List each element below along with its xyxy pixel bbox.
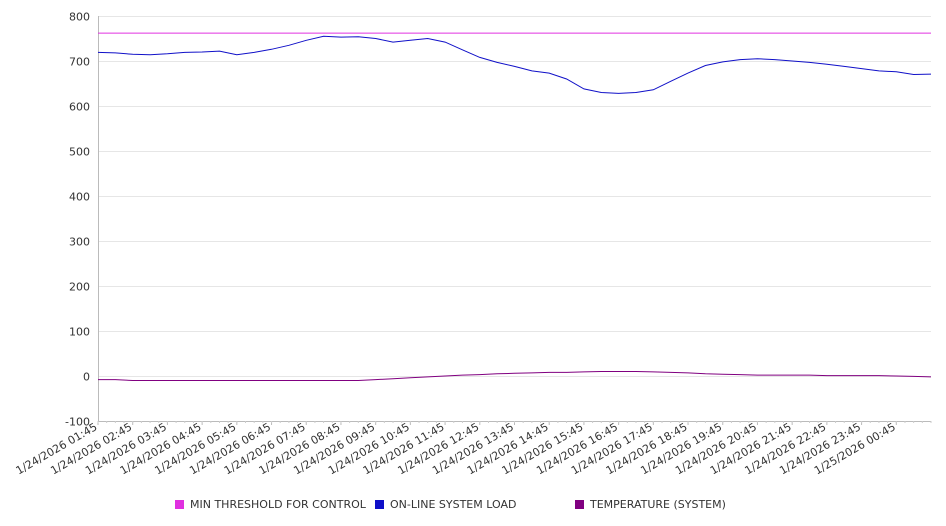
chart-series: [97, 32, 932, 381]
y-tick-labels: -100 0 100 200 300 400 500 600 700 800: [65, 11, 90, 429]
legend-swatch-min-threshold: [175, 500, 184, 509]
chart-axes: [97, 16, 932, 425]
x-tick-labels: 1/24/2026 01:451/24/2026 02:451/24/2026 …: [14, 420, 898, 477]
y-tick-label: 300: [69, 236, 90, 249]
legend-item-min-threshold[interactable]: MIN THRESHOLD FOR CONTROL: [175, 498, 366, 511]
y-tick-label: 500: [69, 146, 90, 159]
y-tick-label: 600: [69, 101, 90, 114]
legend-item-temperature[interactable]: TEMPERATURE (SYSTEM): [575, 498, 726, 511]
series-line-1: [97, 35, 932, 94]
y-tick-label: -100: [65, 416, 90, 429]
legend-swatch-system-load: [375, 500, 384, 509]
chart-legend: MIN THRESHOLD FOR CONTROL ON-LINE SYSTEM…: [0, 498, 946, 516]
y-tick-label: 800: [69, 11, 90, 24]
y-tick-label: 100: [69, 326, 90, 339]
legend-label-min-threshold: MIN THRESHOLD FOR CONTROL: [190, 498, 366, 511]
legend-swatch-temperature: [575, 500, 584, 509]
chart-grid: [98, 16, 931, 422]
y-tick-label: 400: [69, 191, 90, 204]
y-tick-label: 200: [69, 281, 90, 294]
legend-item-system-load[interactable]: ON-LINE SYSTEM LOAD: [375, 498, 516, 511]
legend-label-temperature: TEMPERATURE (SYSTEM): [590, 498, 726, 511]
y-tick-label: 700: [69, 56, 90, 69]
legend-label-system-load: ON-LINE SYSTEM LOAD: [390, 498, 517, 511]
series-line-2: [98, 371, 932, 381]
y-tick-label: 0: [83, 371, 90, 384]
